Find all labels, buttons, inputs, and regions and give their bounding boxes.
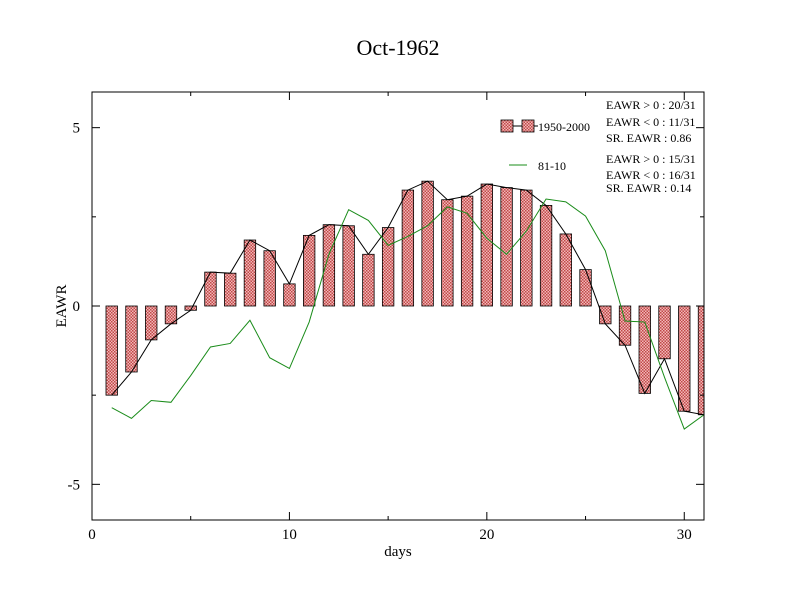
stats-1950-2000-sr: SR. EAWR : 0.86: [606, 131, 691, 145]
series-line-81-10: [111, 198, 704, 430]
bar-day-8: [243, 239, 257, 307]
bar-day-23: [539, 205, 553, 307]
bar-day-18: [441, 199, 454, 307]
bar-day-21: [500, 187, 513, 307]
bar-day-30: [678, 305, 691, 412]
x-tick-label-10: 10: [282, 527, 297, 543]
chart-title: Oct-1962: [356, 35, 439, 60]
legend-label-81-10: 81-10: [538, 159, 566, 173]
y-axis-label: EAWR: [54, 285, 70, 328]
bar-day-16: [401, 189, 415, 307]
bar-day-9: [263, 250, 276, 307]
bar-day-26: [599, 305, 612, 325]
bar-day-7: [224, 272, 237, 307]
bar-day-27: [618, 305, 632, 346]
bar-day-20: [480, 183, 493, 307]
bar-day-2: [125, 305, 138, 373]
x-tick-label-0: 0: [88, 527, 96, 543]
stats-1950-2000-negative: EAWR < 0 : 11/31: [606, 115, 695, 129]
bar-day-19: [460, 195, 474, 307]
x-tick-label-30: 30: [677, 527, 692, 543]
legend-label-1950-2000: 1950-2000: [538, 120, 590, 134]
legend: 1950-2000 81-10: [500, 119, 590, 173]
bar-day-12: [322, 224, 336, 307]
bar-day-17: [421, 180, 434, 307]
bar-day-6: [204, 271, 217, 307]
bar-day-31: [697, 305, 704, 416]
stats-81-10-sr: SR. EAWR : 0.14: [606, 181, 691, 195]
bar-day-14: [362, 253, 375, 307]
x-tick-label-20: 20: [479, 527, 494, 543]
legend-item-1950-2000: 1950-2000: [500, 119, 590, 134]
y-tick-label-0: 0: [73, 299, 81, 315]
stats-81-10-negative: EAWR < 0 : 16/31: [606, 168, 696, 182]
bar-day-24: [559, 233, 572, 307]
bar-day-1: [105, 305, 118, 396]
bar-day-15: [381, 227, 395, 307]
bar-day-29: [658, 305, 671, 360]
bar-day-10: [283, 283, 296, 307]
series-line-1950-2000: [111, 180, 704, 416]
stats-81-10-positive: EAWR > 0 : 15/31: [606, 152, 696, 166]
bar-day-13: [342, 225, 355, 307]
plot-area: [105, 180, 704, 430]
y-tick-label--5: -5: [68, 477, 81, 493]
stats-1950-2000-positive: EAWR > 0 : 20/31: [606, 98, 696, 112]
y-tick-label-5: 5: [73, 121, 81, 137]
bar-day-22: [520, 189, 533, 307]
stats-block: EAWR > 0 : 20/31 EAWR < 0 : 11/31 SR. EA…: [606, 98, 696, 195]
x-axis-label: days: [384, 544, 412, 560]
bar-day-3: [145, 305, 158, 341]
bar-day-28: [638, 305, 651, 394]
bar-day-25: [579, 269, 592, 307]
legend-swatch-1950-2000-a: [500, 119, 514, 133]
legend-item-81-10: 81-10: [509, 159, 566, 173]
legend-swatch-1950-2000-b: [521, 119, 535, 133]
